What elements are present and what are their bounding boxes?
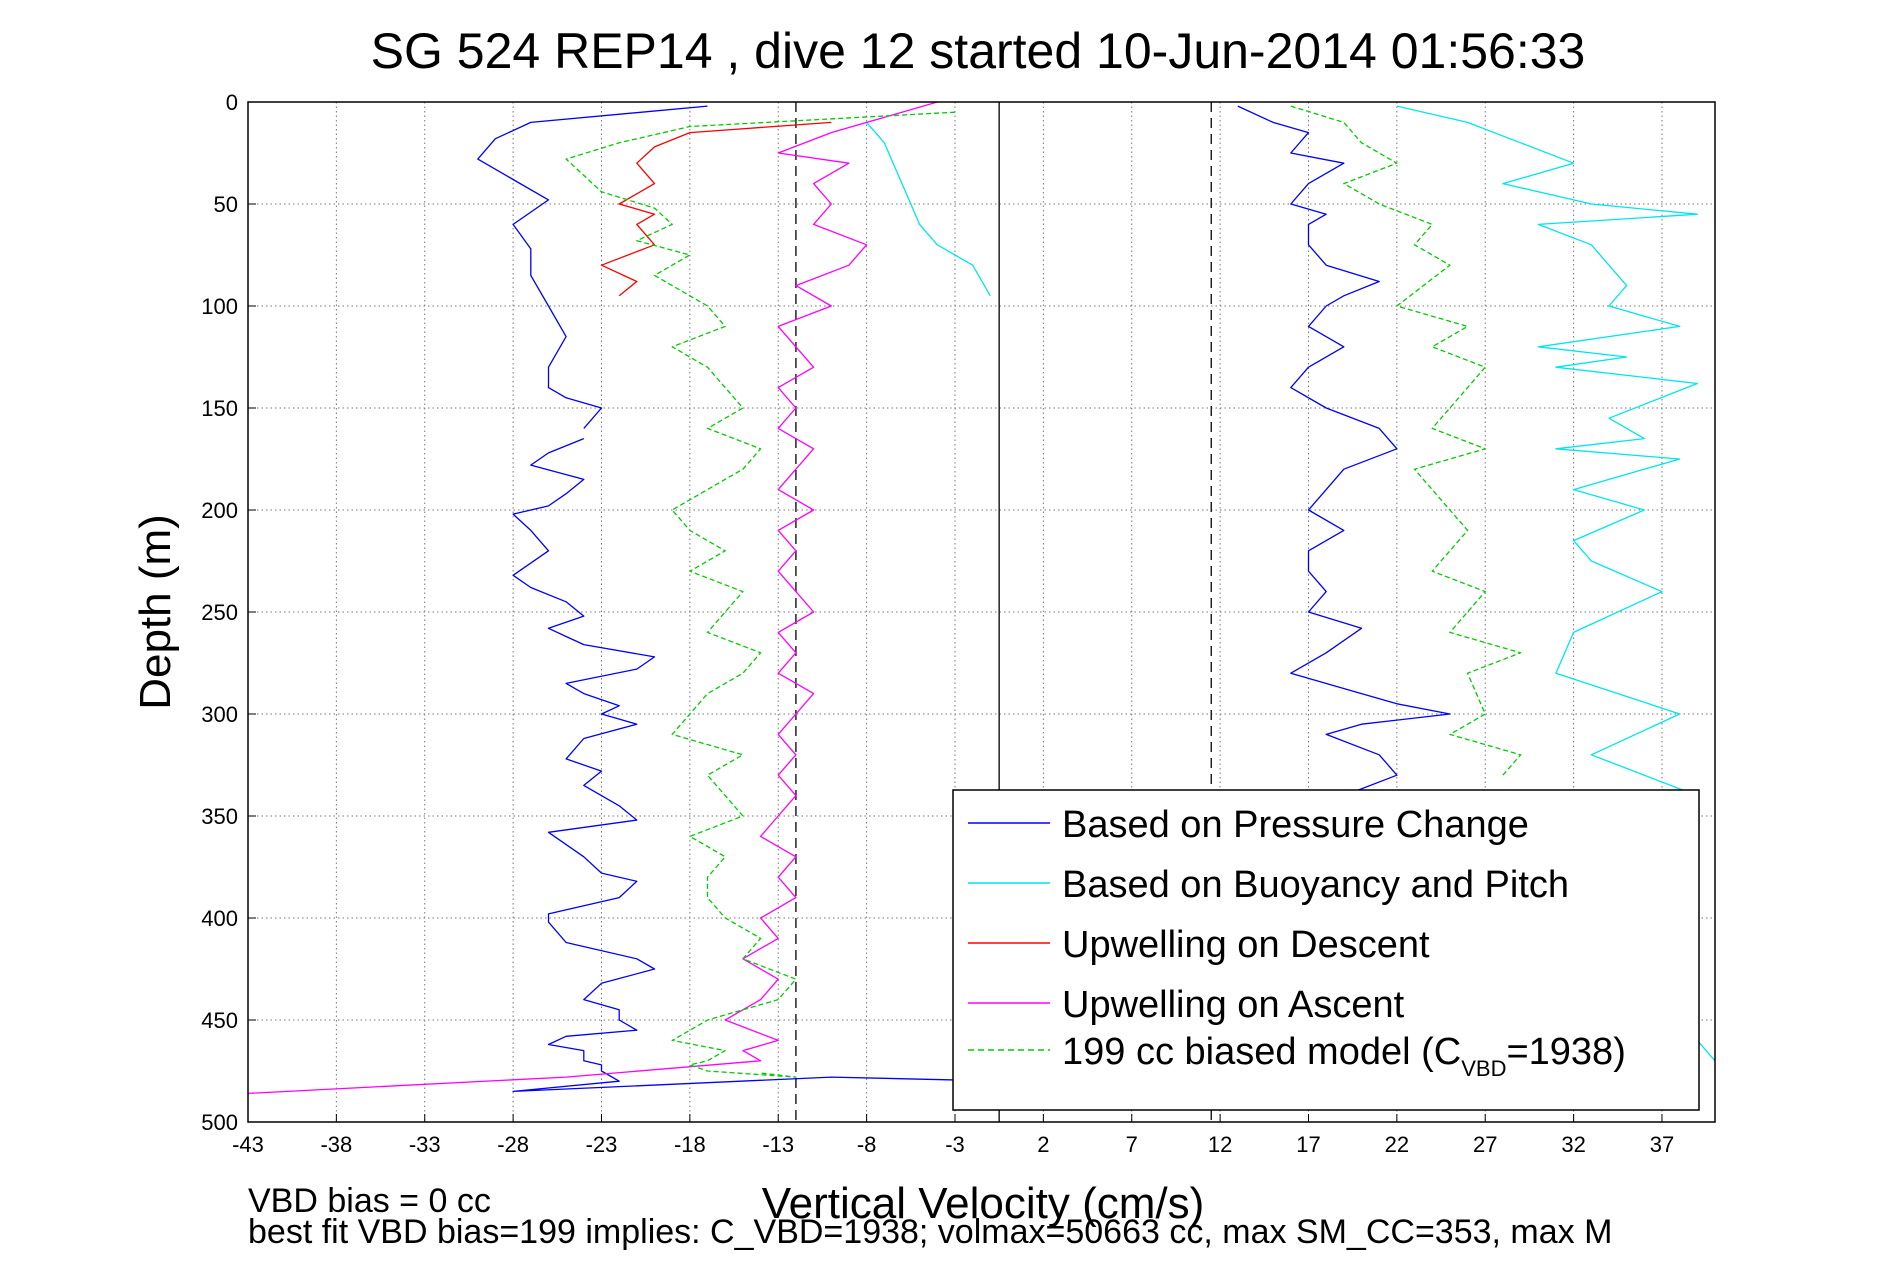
x-tick-label: 2	[1037, 1132, 1049, 1157]
x-tick-label: -28	[497, 1132, 529, 1157]
x-tick-label: -3	[945, 1132, 965, 1157]
y-tick-label: 150	[201, 396, 238, 421]
x-tick-label: 37	[1650, 1132, 1674, 1157]
series-line-0	[477, 105, 708, 429]
x-axis-label: Vertical Velocity (cm/s)	[762, 1179, 1205, 1228]
x-tick-label: 17	[1296, 1132, 1320, 1157]
x-tick-label: -13	[762, 1132, 794, 1157]
y-axis-label: Depth (m)	[131, 514, 180, 710]
x-tick-label: 12	[1208, 1132, 1232, 1157]
x-tick-label: -18	[674, 1132, 706, 1157]
x-tick-label: -33	[409, 1132, 441, 1157]
best-fit-note: best fit VBD bias=199 implies: C_VBD=193…	[248, 1213, 1613, 1251]
series-line-4	[565, 111, 956, 1078]
y-tick-label: 400	[201, 906, 238, 931]
series-line-1	[866, 121, 991, 297]
legend-label: Upwelling on Ascent	[1062, 984, 1405, 1026]
chart-title: SG 524 REP14 , dive 12 started 10-Jun-20…	[371, 23, 1586, 79]
legend-label: Upwelling on Descent	[1062, 924, 1430, 966]
x-tick-label: -43	[232, 1132, 264, 1157]
x-tick-label: 22	[1385, 1132, 1409, 1157]
y-tick-label: 200	[201, 498, 238, 523]
legend-label: Based on Pressure Change	[1062, 804, 1529, 846]
y-tick-label: 300	[201, 702, 238, 727]
series-line-0	[512, 437, 1009, 1093]
y-tick-label: 50	[214, 192, 238, 217]
y-tick-label: 100	[201, 294, 238, 319]
series-line-1	[1396, 105, 1716, 1062]
legend-box	[952, 789, 1700, 1111]
legend-label: 199 cc biased model (CVBD=1938)	[1062, 1031, 1626, 1081]
x-tick-label: -23	[586, 1132, 618, 1157]
series-line-3	[247, 101, 938, 1095]
legend-label: Based on Buoyancy and Pitch	[1062, 864, 1569, 906]
series-line-2	[600, 121, 832, 297]
x-tick-label: -8	[857, 1132, 877, 1157]
y-tick-label: 250	[201, 600, 238, 625]
axis-ticks: -43 -38 -33 -28 -23 -18 -13 -8 -3 2 7 12 17 22 27 32 370…	[201, 90, 1674, 1157]
vbd-bias-note: VBD bias = 0 cc	[248, 1182, 491, 1220]
y-tick-label: 450	[201, 1008, 238, 1033]
y-tick-label: 0	[226, 90, 238, 115]
x-tick-label: 32	[1561, 1132, 1585, 1157]
series-line-4	[1290, 105, 1522, 776]
y-tick-label: 350	[201, 804, 238, 829]
legend: Based on Pressure Change Based on Buoyanc…	[952, 789, 1700, 1111]
x-tick-label: 27	[1473, 1132, 1497, 1157]
x-tick-label: 7	[1126, 1132, 1138, 1157]
y-tick-label: 500	[201, 1110, 238, 1135]
x-tick-label: -38	[320, 1132, 352, 1157]
